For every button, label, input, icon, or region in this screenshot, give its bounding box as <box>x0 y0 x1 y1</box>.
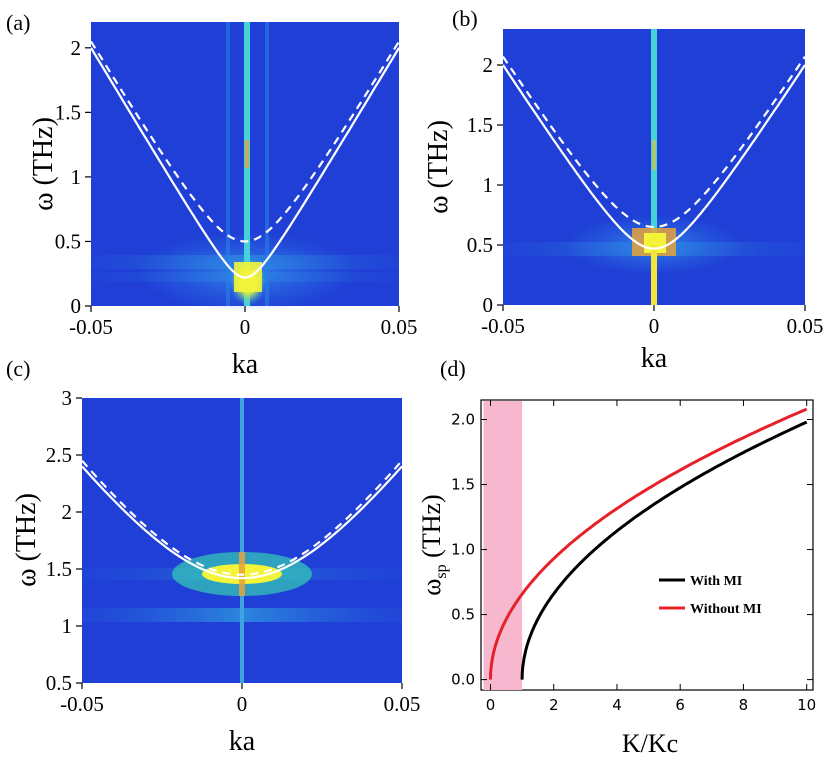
tick-label-b-x-2: 0.05 <box>787 314 824 338</box>
panel-b-label: (b) <box>452 6 478 31</box>
tick-label-b-y-0: 0 <box>483 293 494 317</box>
tick-label-d-x-4: 8 <box>739 696 749 714</box>
plot-d-frame <box>480 399 814 691</box>
axis-c-ylabel: ω (THz) <box>11 493 42 587</box>
tick-label-d-x-2: 4 <box>612 696 622 714</box>
panel-b: (b) 00.511.52-0.05 0 0.05 ka ω (THz) <box>423 6 823 374</box>
axis-d-ylabel-main: ω <box>417 579 446 596</box>
axis-c-xlabel: ka <box>229 726 256 757</box>
tick-label-a-y-4: 2 <box>71 36 82 60</box>
tick-label-b-y-4: 2 <box>483 53 494 77</box>
axis-a: 00.511.52-0.05 0 0.05 <box>55 36 418 339</box>
tick-label-c-x-2: 0.05 <box>384 692 421 716</box>
legend-label-with-mi: With MI <box>690 574 742 589</box>
tick-label-d-x-1: 2 <box>549 696 559 714</box>
tick-label-a-y-3: 1.5 <box>55 100 81 124</box>
axis-d-ylabel-unit: (THz) <box>417 494 446 564</box>
axis-b: 00.511.52-0.05 0 0.05 <box>467 53 824 338</box>
tick-label-a-y-0: 0 <box>71 294 82 318</box>
axis-a-xlabel: ka <box>232 349 259 380</box>
tick-label-c-y-1: 1 <box>62 614 73 638</box>
panel-d: (d) 0 2 4 6 8 10 0.0 0.5 1.0 1.5 2.0 With MI Witho… <box>417 356 816 758</box>
panel-d-label: (d) <box>440 356 466 381</box>
tick-label-b-y-3: 1.5 <box>467 113 493 137</box>
tick-label-b-y-1: 0.5 <box>467 233 493 257</box>
tick-label-b-y-2: 1 <box>483 173 494 197</box>
tick-label-a-y-1: 0.5 <box>55 229 81 253</box>
tick-label-b-x-1: 0 <box>649 314 660 338</box>
tick-label-d-x-3: 6 <box>675 696 685 714</box>
axis-a-ylabel: ω (THz) <box>28 117 59 211</box>
heatmap-b-features <box>503 29 805 305</box>
panel-a: (a) 00.511.52-0.05 0 0.05 ka ω (THz) <box>6 10 417 380</box>
tick-label-d-y-3: 1.5 <box>451 476 475 494</box>
curve-c-solid <box>81 465 403 580</box>
axis-b-xlabel: ka <box>641 343 668 374</box>
curve-c-dashed <box>81 459 403 576</box>
tick-label-c-x-1: 0 <box>237 692 248 716</box>
curve-a-solid <box>90 47 400 279</box>
tick-label-d-y-4: 2.0 <box>451 411 475 429</box>
tick-label-c-y-2: 1.5 <box>46 557 72 581</box>
curve-a-dashed <box>90 40 400 243</box>
tick-label-d-y-1: 0.5 <box>451 606 475 624</box>
legend-label-without-mi: Without MI <box>690 602 762 617</box>
series-without-mi <box>489 407 808 680</box>
legend-d: With MI Without MI <box>659 574 762 617</box>
series-with-mi <box>520 420 808 680</box>
tick-label-a-x-0: -0.05 <box>69 315 113 339</box>
shaded-region-d <box>483 401 523 690</box>
panel-a-label: (a) <box>6 10 30 35</box>
curve-b-dashed <box>502 55 806 229</box>
tick-label-d-x-5: 10 <box>797 696 816 714</box>
tick-label-d-x-0: 0 <box>486 696 496 714</box>
tick-label-a-x-1: 0 <box>240 315 251 339</box>
tick-label-c-y-3: 2 <box>62 500 73 524</box>
panel-c: (c) 0.5 1 1.5 2 2.5 3 -0.05 0 0.05 ka ω (THz) <box>6 356 420 757</box>
tick-label-b-x-0: -0.05 <box>481 314 525 338</box>
axis-d-xlabel: K/Kc <box>622 729 678 758</box>
tick-label-d-y-2: 1.0 <box>451 541 475 559</box>
axis-d: 0 2 4 6 8 10 0.0 0.5 1.0 1.5 2.0 <box>451 400 816 714</box>
panel-c-label: (c) <box>6 356 30 381</box>
tick-label-a-x-2: 0.05 <box>381 315 418 339</box>
tick-label-c-y-0: 0.5 <box>46 671 72 695</box>
axis-d-ylabel: ωsp (THz) <box>417 494 450 595</box>
tick-label-c-y-4: 2.5 <box>46 443 72 467</box>
tick-label-c-x-0: -0.05 <box>60 692 104 716</box>
axis-d-ylabel-sub: sp <box>433 564 450 578</box>
tick-label-c-y-5: 3 <box>62 386 73 410</box>
axis-c: 0.5 1 1.5 2 2.5 3 -0.05 0 0.05 <box>46 386 421 716</box>
tick-label-a-y-2: 1 <box>71 165 82 189</box>
curve-b-solid <box>502 64 806 250</box>
tick-label-d-y-0: 0.0 <box>451 671 475 689</box>
axis-b-ylabel: ω (THz) <box>423 120 454 214</box>
